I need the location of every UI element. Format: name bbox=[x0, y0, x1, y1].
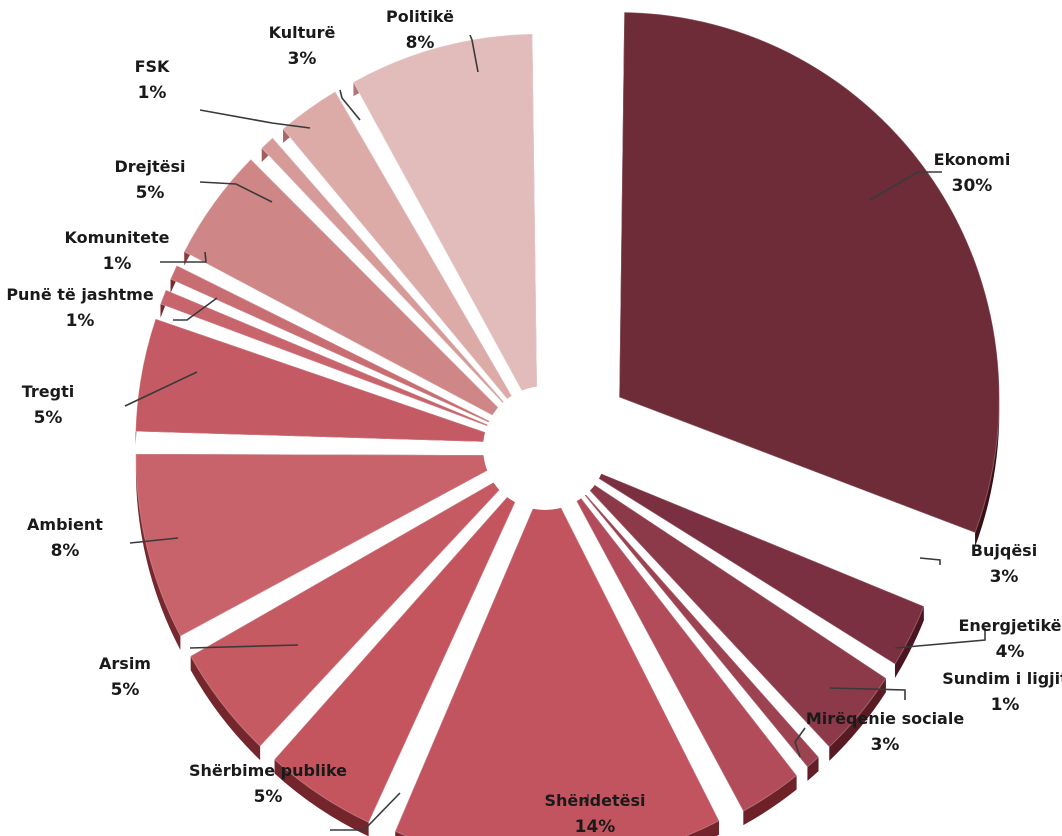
slice-label-value-11: 1% bbox=[103, 254, 132, 274]
slice-label-value-9: 5% bbox=[34, 408, 63, 428]
pie-slice-top-8 bbox=[135, 453, 517, 637]
pie-slice-2 bbox=[567, 466, 887, 761]
leader-line-11 bbox=[160, 251, 207, 263]
leader-line-14 bbox=[339, 89, 361, 121]
slice-label-name-11: Komunitete bbox=[64, 228, 169, 247]
slice-label-name-3: Sundim i ligjit bbox=[942, 669, 1062, 688]
slice-label-value-15: 8% bbox=[406, 33, 435, 53]
leader-line-15 bbox=[469, 34, 479, 73]
slice-label-value-2: 4% bbox=[996, 642, 1025, 662]
pie-slice-top-4 bbox=[561, 472, 798, 812]
slice-label-name-15: Politikë bbox=[386, 7, 454, 26]
slice-label-name-12: Drejtësi bbox=[114, 157, 185, 176]
leader-line-10 bbox=[173, 297, 218, 321]
pie-slice-top-14 bbox=[282, 90, 529, 424]
slice-label-value-14: 3% bbox=[288, 49, 317, 69]
slice-labels: Ekonomi 30% Bujqësi 3% Energjetikë 4% Sundim i… bbox=[6, 7, 1062, 836]
slice-label-value-0: 30% bbox=[952, 176, 993, 196]
pie-slice-top-7 bbox=[190, 466, 522, 747]
leader-line-12 bbox=[199, 181, 273, 203]
slice-label-name-8: Ambient bbox=[27, 515, 103, 534]
pie-slice-top-10 bbox=[159, 289, 518, 438]
pie-slice-3 bbox=[564, 470, 820, 781]
leader-line-0 bbox=[869, 171, 942, 201]
slice-label-name-13: FSK bbox=[135, 57, 170, 76]
pie-center-gap bbox=[483, 386, 607, 510]
leader-line-6 bbox=[330, 792, 401, 831]
leader-line-7 bbox=[189, 644, 299, 649]
pie-slice-8 bbox=[135, 453, 517, 651]
slice-label-value-6: 5% bbox=[254, 787, 283, 807]
pie-slice-1 bbox=[571, 461, 925, 679]
pie-slice-10 bbox=[159, 289, 518, 438]
pie-slice-top-15 bbox=[352, 33, 538, 420]
pie-slice-top-13 bbox=[261, 137, 526, 427]
slice-label-name-1: Bujqësi bbox=[971, 541, 1037, 560]
leader-line-8 bbox=[129, 537, 179, 544]
pie-slice-top-0 bbox=[618, 11, 1000, 534]
pie-slice-14 bbox=[282, 90, 529, 424]
slice-label-name-5: Shëndetësi bbox=[545, 791, 646, 810]
slice-label-value-7: 5% bbox=[111, 680, 140, 700]
pie-slice-0 bbox=[618, 11, 1000, 547]
pie-slice-top-1 bbox=[571, 461, 925, 665]
pie-slice-top-11 bbox=[169, 264, 519, 436]
slice-label-name-14: Kulturë bbox=[269, 23, 336, 42]
pie-slice-4 bbox=[561, 472, 798, 826]
slice-label-value-8: 8% bbox=[51, 541, 80, 561]
pie-slice-12 bbox=[183, 158, 522, 431]
slice-label-value-1: 3% bbox=[990, 567, 1019, 587]
leader-line-2 bbox=[894, 628, 986, 649]
pie-slice-top-3 bbox=[564, 470, 820, 768]
slice-label-name-10: Punë të jashtme bbox=[6, 285, 154, 304]
leader-lines bbox=[124, 34, 986, 831]
pie-slice-5 bbox=[394, 476, 720, 836]
slice-label-value-4: 3% bbox=[871, 735, 900, 755]
pie-slice-9 bbox=[135, 318, 516, 446]
pie-slice-15 bbox=[352, 33, 538, 420]
leader-line-3 bbox=[829, 687, 906, 700]
pie-slice-top-5 bbox=[394, 476, 720, 836]
slice-label-name-6: Shërbime publike bbox=[189, 761, 347, 780]
leader-line-4 bbox=[794, 727, 806, 758]
leader-line-9 bbox=[124, 371, 198, 407]
slice-label-value-10: 1% bbox=[66, 311, 95, 331]
slice-label-value-13: 1% bbox=[138, 83, 167, 103]
slice-label-value-5: 14% bbox=[575, 817, 616, 836]
slice-label-name-9: Tregti bbox=[22, 382, 74, 401]
leader-line-1 bbox=[919, 557, 941, 565]
pie-slice-top-12 bbox=[183, 158, 522, 431]
pie-slice-11 bbox=[169, 264, 519, 436]
pie-slice-top-6 bbox=[273, 472, 529, 823]
leader-line-13 bbox=[199, 109, 311, 129]
slice-label-name-2: Energjetikë bbox=[958, 616, 1061, 635]
pie-slices bbox=[135, 11, 1000, 836]
slice-label-name-0: Ekonomi bbox=[934, 150, 1011, 169]
leader-line-5 bbox=[583, 794, 589, 803]
slice-label-value-12: 5% bbox=[136, 183, 165, 203]
pie-slice-top-9 bbox=[135, 318, 516, 444]
slice-label-name-4: Mirëqenie sociale bbox=[806, 709, 965, 728]
pie-slice-7 bbox=[190, 466, 522, 761]
pie-slice-top-2 bbox=[567, 466, 887, 748]
pie-slice-13 bbox=[261, 137, 526, 427]
slice-label-name-7: Arsim bbox=[99, 654, 151, 673]
pie-slice-6 bbox=[273, 472, 529, 836]
slice-label-value-3: 1% bbox=[991, 695, 1020, 715]
